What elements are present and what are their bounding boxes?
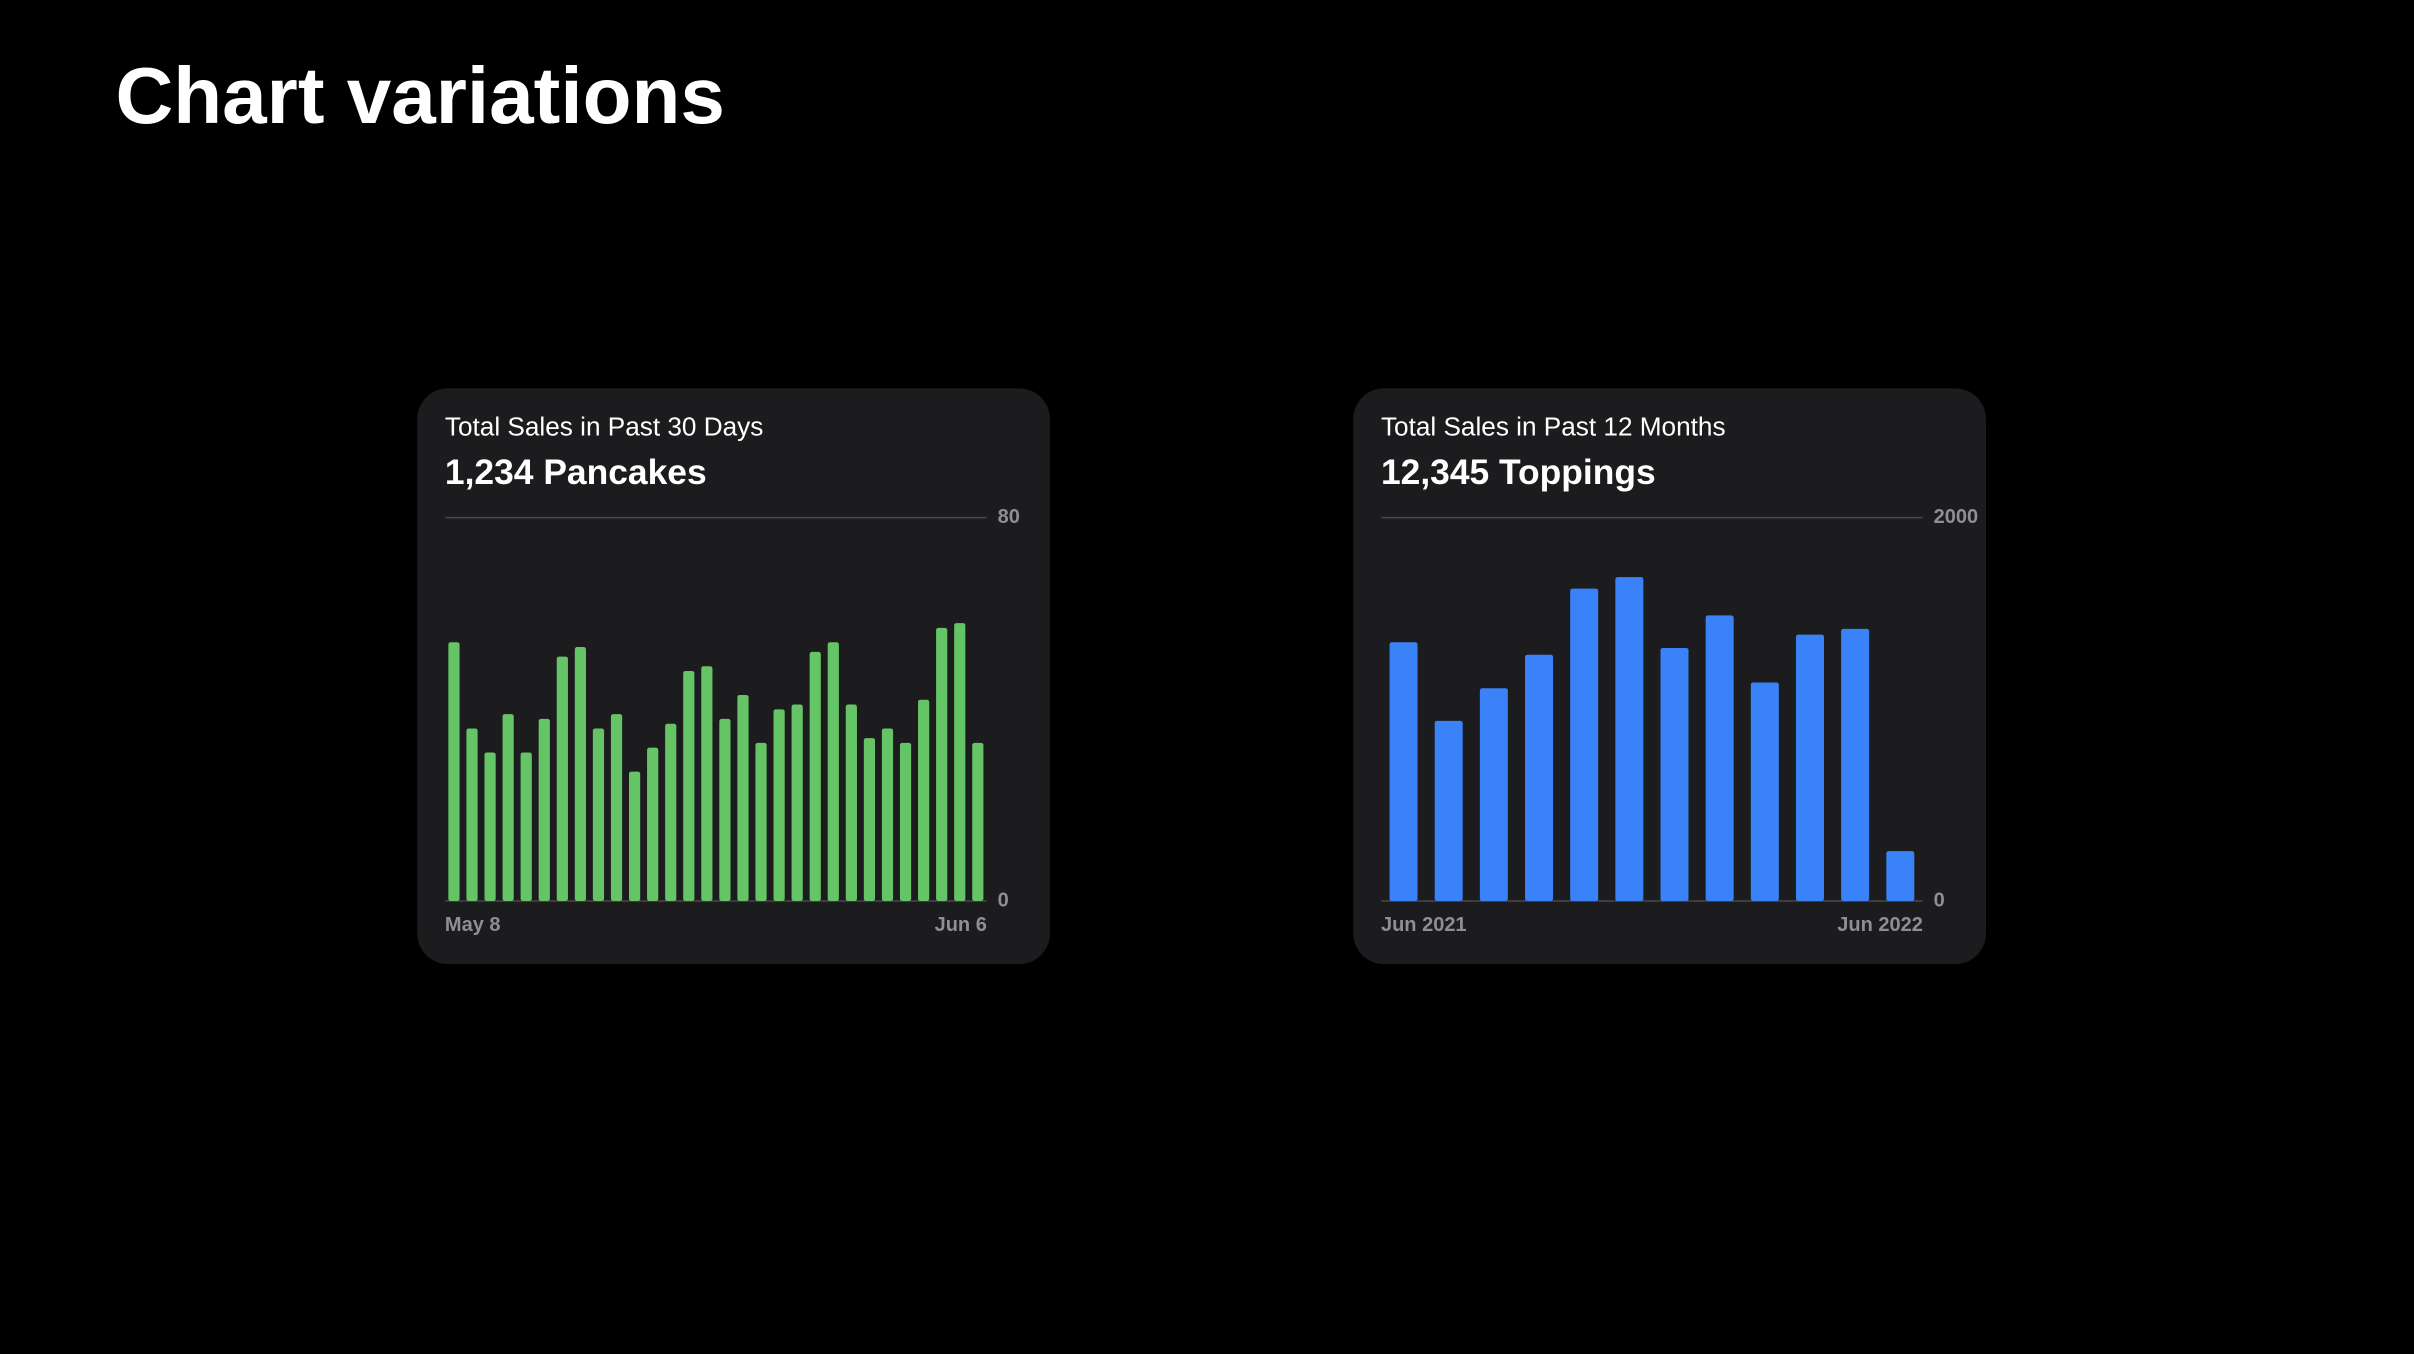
bar: [683, 670, 695, 902]
bar: [647, 747, 659, 902]
y-tick-label: 0: [998, 889, 1009, 911]
bar: [863, 738, 876, 902]
bar: [628, 771, 641, 902]
x-tick-label: Jun 6: [935, 914, 987, 936]
bar: [881, 728, 894, 902]
bar: [737, 694, 749, 902]
bar: [610, 714, 623, 902]
bar: [665, 723, 677, 902]
x-tick-label: Jun 2021: [1381, 914, 1467, 936]
slide-title: Chart variations: [115, 51, 724, 140]
bar: [592, 728, 605, 902]
bar: [1795, 634, 1824, 902]
bar: [502, 714, 514, 902]
bar: [520, 752, 532, 902]
bar: [918, 699, 930, 902]
bar: [538, 718, 550, 902]
bar: [448, 642, 460, 902]
bar: [936, 627, 948, 902]
chart-subtitle: 12,345 Toppings: [1381, 452, 1656, 492]
bar: [845, 704, 857, 902]
bar: [827, 642, 839, 902]
bar: [809, 651, 821, 902]
bar: [574, 647, 587, 902]
bar: [1615, 577, 1644, 902]
bar: [755, 742, 767, 902]
bar: [1479, 688, 1508, 902]
bar: [701, 666, 713, 902]
y-tick-label: 80: [998, 506, 1020, 528]
y-tick-label: 2000: [1934, 506, 1979, 528]
bar: [1389, 642, 1418, 902]
chart-subtitle: 1,234 Pancakes: [445, 452, 707, 492]
x-tick-label: May 8: [445, 914, 501, 936]
bar: [899, 742, 912, 902]
chart-title: Total Sales in Past 12 Months: [1381, 411, 1726, 441]
bar: [1750, 682, 1779, 902]
bar: [719, 718, 731, 902]
bar: [556, 656, 568, 902]
bar: [972, 742, 984, 902]
bar: [1705, 615, 1734, 902]
bar: [1434, 720, 1463, 902]
bar: [791, 704, 803, 902]
x-tick-label: Jun 2022: [1837, 914, 1923, 936]
y-tick-label: 0: [1934, 889, 1945, 911]
bar: [954, 623, 966, 902]
bar: [1660, 647, 1689, 902]
bar: [773, 709, 785, 902]
bar: [484, 752, 496, 902]
bar: [1841, 628, 1870, 902]
bar: [1525, 654, 1554, 902]
bar: [1886, 851, 1915, 902]
bar: [466, 728, 478, 902]
chart-title: Total Sales in Past 30 Days: [445, 411, 763, 441]
bar: [1570, 588, 1599, 902]
